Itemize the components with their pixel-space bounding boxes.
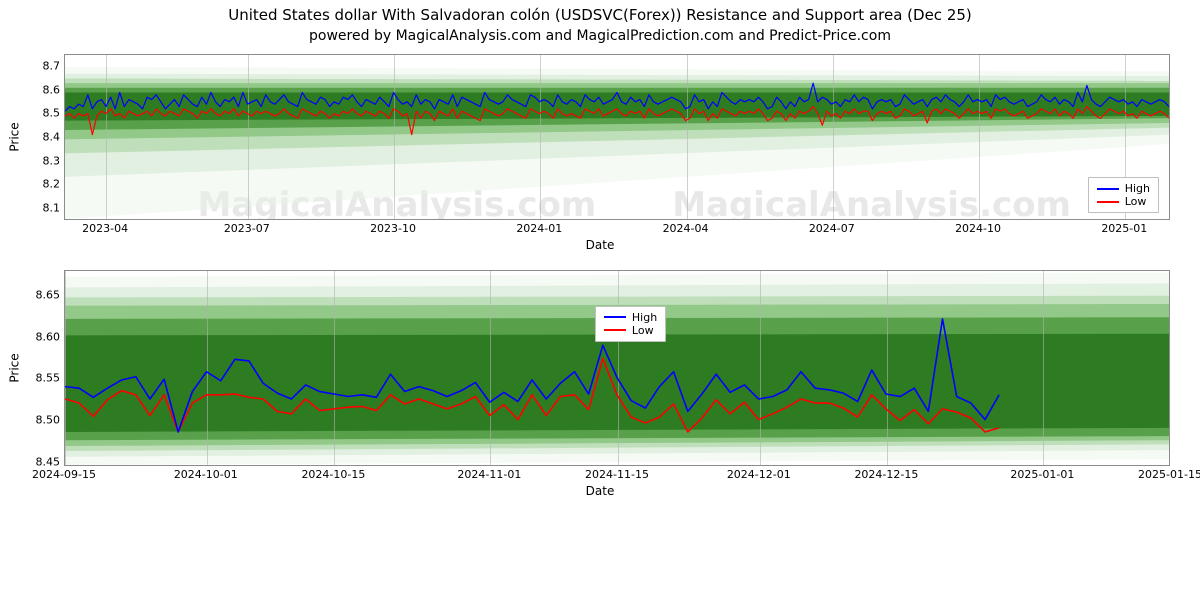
legend-label: High bbox=[632, 311, 657, 324]
ytick-label: 8.55 bbox=[36, 372, 61, 385]
top-legend: HighLow bbox=[1088, 177, 1159, 213]
legend-item: High bbox=[604, 311, 657, 324]
legend-swatch bbox=[604, 316, 626, 318]
ytick-label: 8.1 bbox=[43, 202, 61, 215]
bottom-xtick-row: 2024-09-152024-10-012024-10-152024-11-01… bbox=[64, 466, 1170, 482]
ytick-label: 8.60 bbox=[36, 330, 61, 343]
legend-item: Low bbox=[1097, 195, 1150, 208]
legend-swatch bbox=[604, 329, 626, 331]
ytick-label: 8.7 bbox=[43, 59, 61, 72]
xtick-label: 2023-04 bbox=[82, 222, 128, 235]
ytick-label: 8.45 bbox=[36, 455, 61, 468]
legend-swatch bbox=[1097, 201, 1119, 203]
bottom-ylabel: Price bbox=[8, 353, 22, 382]
xtick-label: 2024-01 bbox=[516, 222, 562, 235]
top-ylabel: Price bbox=[8, 122, 22, 151]
ytick-label: 8.65 bbox=[36, 289, 61, 302]
bottom-legend: HighLow bbox=[595, 306, 666, 342]
ytick-label: 8.5 bbox=[43, 107, 61, 120]
legend-item: Low bbox=[604, 324, 657, 337]
chart-title: United States dollar With Salvadoran col… bbox=[0, 6, 1200, 24]
ytick-label: 8.6 bbox=[43, 83, 61, 96]
top-plot-area: MagicalAnalysis.com MagicalAnalysis.com … bbox=[64, 54, 1170, 220]
xtick-label: 2024-11-01 bbox=[457, 468, 521, 481]
top-xtick-row: 2023-04 2023-07 2023-10 2024-01 2024-04 2024-… bbox=[64, 220, 1170, 236]
bottom-plot-area: MagicalAnalysis.com MagicalAnalysis.com … bbox=[64, 270, 1170, 466]
bottom-ytick-column: 8.45 8.50 8.55 8.60 8.65 bbox=[30, 270, 64, 466]
legend-label: Low bbox=[1125, 195, 1147, 208]
bottom-xlabel: Date bbox=[0, 484, 1200, 498]
xtick-label: 2024-11-15 bbox=[585, 468, 649, 481]
legend-item: High bbox=[1097, 182, 1150, 195]
xtick-label: 2025-01-01 bbox=[1010, 468, 1074, 481]
xtick-label: 2024-09-15 bbox=[32, 468, 96, 481]
top-series-svg bbox=[65, 55, 1169, 219]
xtick-label: 2024-12-15 bbox=[854, 468, 918, 481]
xtick-label: 2025-01-15 bbox=[1138, 468, 1200, 481]
xtick-label: 2023-07 bbox=[224, 222, 270, 235]
ytick-label: 8.2 bbox=[43, 178, 61, 191]
xtick-label: 2024-12-01 bbox=[727, 468, 791, 481]
legend-label: Low bbox=[632, 324, 654, 337]
ytick-label: 8.3 bbox=[43, 154, 61, 167]
bottom-chart: Price 8.45 8.50 8.55 8.60 8.65 MagicalAnalys… bbox=[0, 270, 1200, 498]
top-ytick-column: 8.1 8.2 8.3 8.4 8.5 8.6 8.7 bbox=[30, 54, 64, 220]
top-xlabel: Date bbox=[0, 238, 1200, 252]
xtick-label: 2023-10 bbox=[370, 222, 416, 235]
chart-subtitle: powered by MagicalAnalysis.com and Magic… bbox=[0, 28, 1200, 44]
xtick-label: 2024-10-01 bbox=[174, 468, 238, 481]
xtick-label: 2024-10 bbox=[955, 222, 1001, 235]
xtick-label: 2025-01 bbox=[1101, 222, 1147, 235]
top-chart: Price 8.1 8.2 8.3 8.4 8.5 8.6 8.7 MagicalAnaly… bbox=[0, 54, 1200, 252]
legend-label: High bbox=[1125, 182, 1150, 195]
ytick-label: 8.50 bbox=[36, 414, 61, 427]
xtick-label: 2024-10-15 bbox=[301, 468, 365, 481]
bottom-series-svg bbox=[65, 271, 1169, 465]
ytick-label: 8.4 bbox=[43, 131, 61, 144]
legend-swatch bbox=[1097, 188, 1119, 190]
figure-container: { "title": "United States dollar With Sa… bbox=[0, 0, 1200, 600]
xtick-label: 2024-07 bbox=[809, 222, 855, 235]
xtick-label: 2024-04 bbox=[663, 222, 709, 235]
